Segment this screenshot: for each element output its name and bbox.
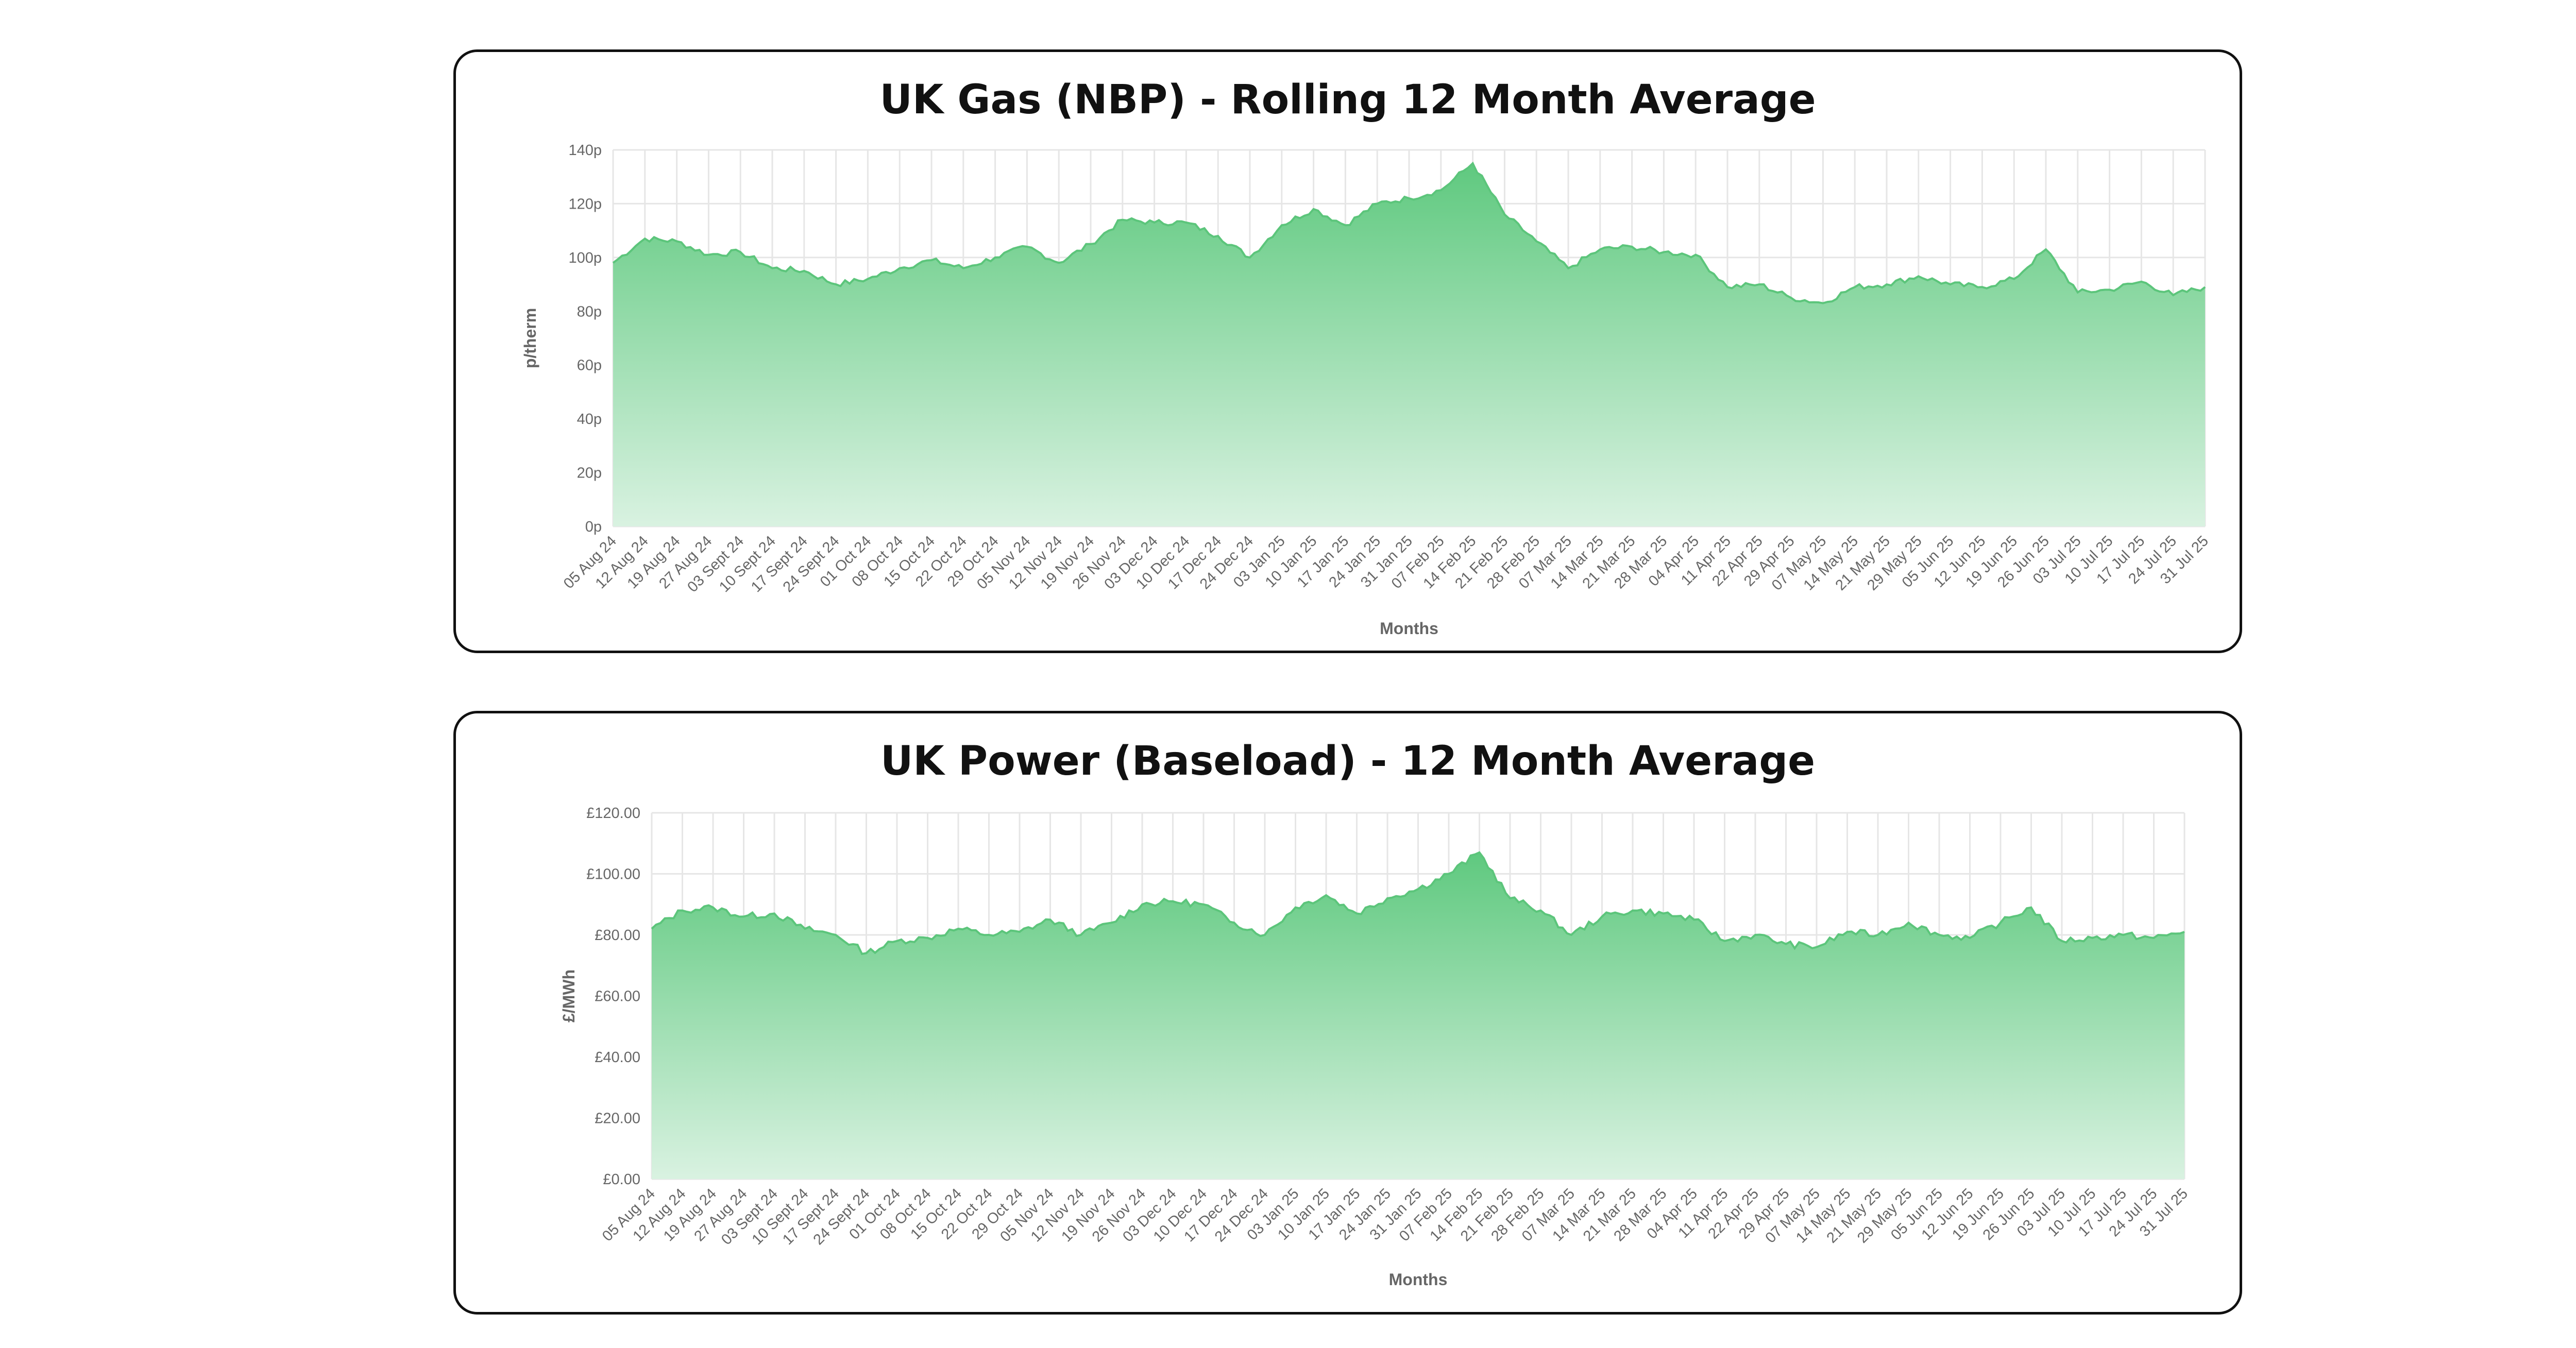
gas-y-tick-label: 40p bbox=[577, 411, 602, 428]
gas-y-tick-label: 80p bbox=[577, 303, 602, 320]
gas-y-tick-label: 0p bbox=[585, 519, 602, 535]
gas-series-area bbox=[613, 163, 2205, 527]
gas-y-tick-label: 20p bbox=[577, 465, 602, 482]
gas-y-tick-label: 140p bbox=[568, 142, 602, 159]
power-y-axis-title: £/MWh bbox=[560, 969, 578, 1022]
power-chart-title: UK Power (Baseload) - 12 Month Average bbox=[880, 738, 1816, 784]
power-y-tick-label: £100.00 bbox=[586, 866, 640, 883]
gas-y-tick-label: 120p bbox=[568, 196, 602, 212]
power-y-tick-label: £0.00 bbox=[603, 1171, 640, 1188]
power-y-tick-label: £80.00 bbox=[595, 927, 640, 944]
power-chart: £0.00 £20.00 £40.00 £60.00 £80.00 £100.00 £120… bbox=[560, 805, 2191, 1289]
gas-series-line bbox=[612, 161, 2206, 304]
power-y-tick-label: £20.00 bbox=[595, 1111, 640, 1127]
gas-y-axis-title: p/therm bbox=[521, 308, 539, 368]
power-y-tick-label: £120.00 bbox=[586, 805, 640, 822]
gas-chart-title: UK Gas (NBP) - Rolling 12 Month Average bbox=[879, 77, 1816, 123]
power-series-area bbox=[652, 852, 2184, 1179]
power-x-axis-title: Months bbox=[1389, 1270, 1448, 1289]
gas-x-axis-title: Months bbox=[1380, 619, 1438, 638]
power-y-tick-label: £40.00 bbox=[595, 1049, 640, 1066]
power-y-tick-label: £60.00 bbox=[595, 988, 640, 1005]
power-chart-card: UK Power (Baseload) - 12 Month Average £… bbox=[453, 711, 2242, 1315]
power-series-line bbox=[651, 851, 2185, 955]
gas-chart-card: UK Gas (NBP) - Rolling 12 Month Average … bbox=[453, 49, 2242, 653]
gas-y-tick-label: 60p bbox=[577, 357, 602, 374]
gas-y-tick-label: 100p bbox=[568, 250, 602, 266]
